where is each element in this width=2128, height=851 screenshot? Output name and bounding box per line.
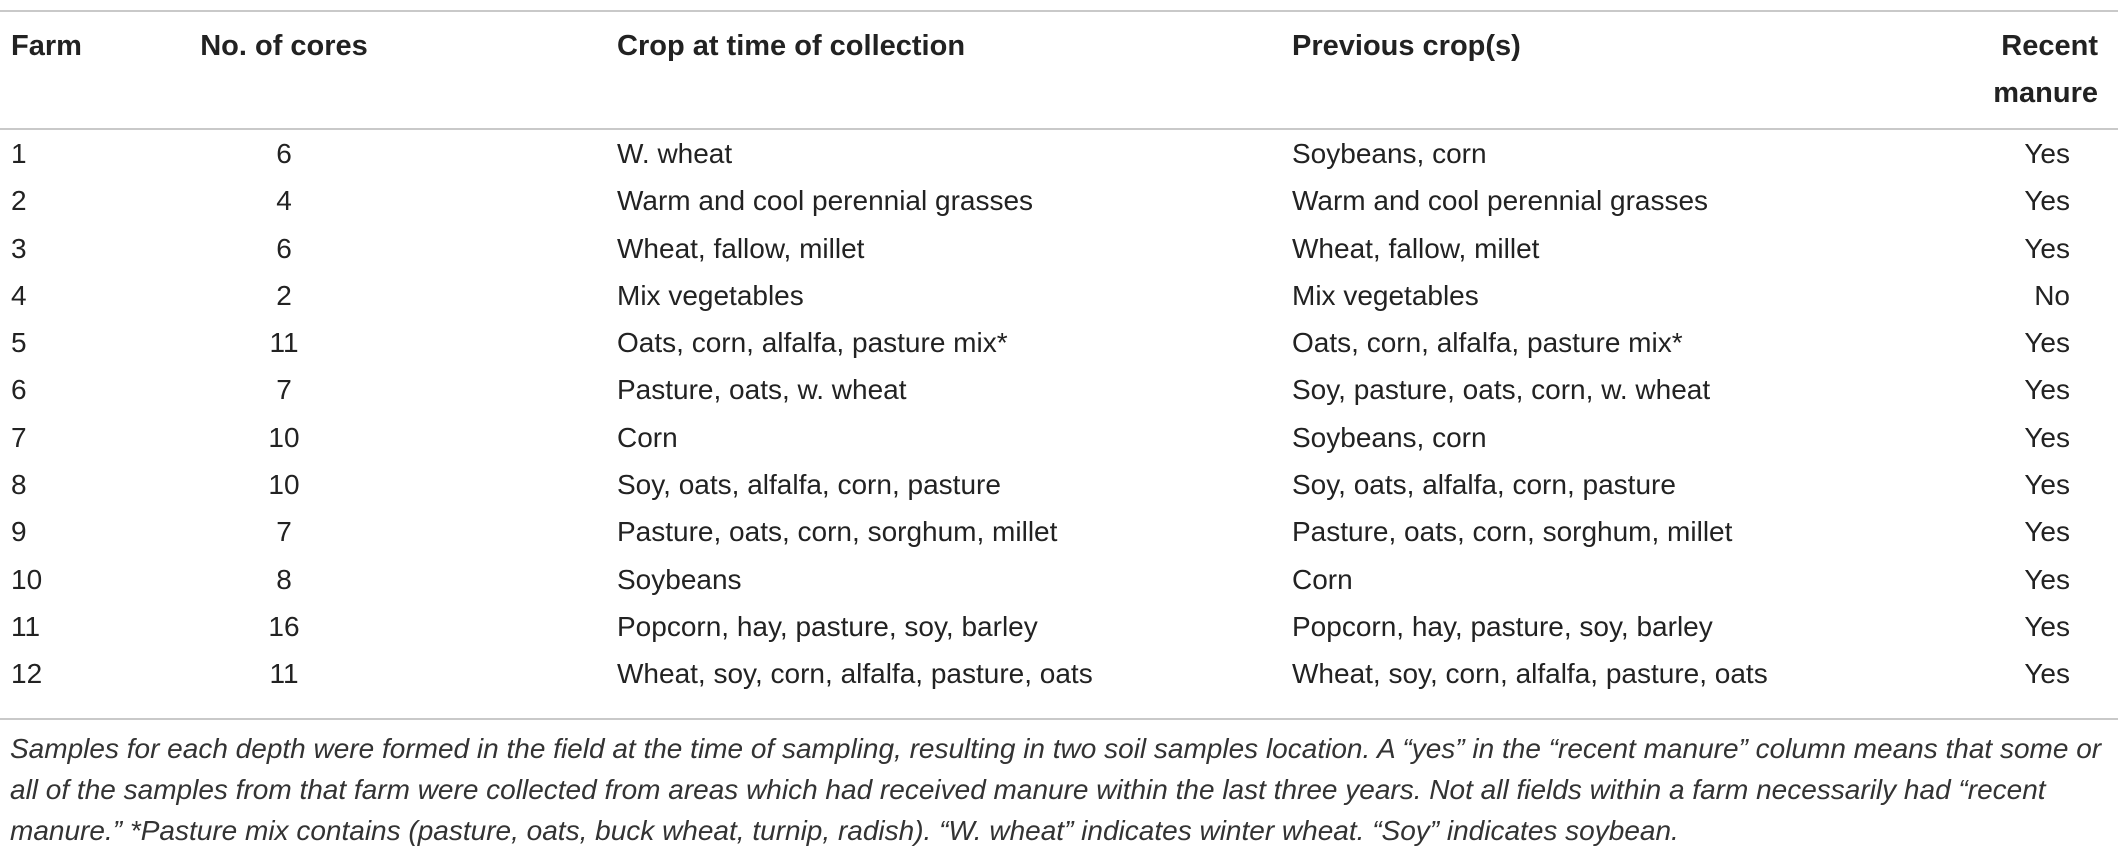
cell-cores: 7	[276, 374, 292, 406]
cell-recent-manure: Yes	[2024, 185, 2070, 217]
farm-table: Farm No. of cores Crop at time of collec…	[0, 0, 2118, 698]
table-row: 7 10 Corn Soybeans, corn Yes	[0, 414, 2118, 461]
cell-previous-crops: Wheat, soy, corn, alfalfa, pasture, oats	[1292, 658, 1768, 690]
cell-crop: Pasture, oats, corn, sorghum, millet	[617, 516, 1058, 548]
table-row: 2 4 Warm and cool perennial grasses Warm an…	[0, 177, 2118, 224]
header-manure-line2: manure	[1993, 77, 2098, 109]
cell-farm: 8	[11, 469, 27, 501]
header-manure-line1: Recent	[2001, 30, 2098, 62]
cell-cores: 6	[276, 232, 292, 264]
table-row: 3 6 Wheat, fallow, millet Wheat, fallow, mi…	[0, 225, 2118, 272]
cell-previous-crops: Soybeans, corn	[1292, 138, 1487, 169]
table-row: 5 11 Oats, corn, alfalfa, pasture mix* Oats…	[0, 319, 2118, 366]
cell-farm: 6	[11, 374, 27, 406]
table-footnote: Samples for each depth were formed in th…	[10, 733, 2102, 846]
cell-crop: Soy, oats, alfalfa, corn, pasture	[617, 469, 1001, 501]
table-body: 1 6 W. wheat Soybeans, corn Yes 2 4 Warm and co…	[0, 130, 2118, 698]
bottom-rule	[0, 718, 2118, 720]
cell-farm: 9	[11, 516, 27, 548]
table-header: Farm No. of cores Crop at time of collec…	[0, 0, 2118, 130]
cell-previous-crops: Popcorn, hay, pasture, soy, barley	[1292, 610, 1713, 642]
cell-farm: 7	[11, 421, 27, 453]
table-row: 11 16 Popcorn, hay, pasture, soy, barley Po…	[0, 603, 2118, 650]
table-row: 12 11 Wheat, soy, corn, alfalfa, pasture, …	[0, 650, 2118, 697]
cell-cores: 10	[268, 469, 300, 501]
cell-recent-manure: Yes	[2024, 232, 2070, 264]
cell-previous-crops: Mix vegetables	[1292, 279, 1479, 311]
cell-farm: 5	[11, 327, 27, 359]
cell-crop: Mix vegetables	[617, 279, 804, 311]
cell-previous-crops: Soy, oats, alfalfa, corn, pasture	[1292, 469, 1676, 501]
cell-cores: 8	[276, 563, 292, 595]
cell-crop: Soybeans	[617, 563, 742, 595]
cell-farm: 12	[11, 658, 43, 690]
cell-crop: Corn	[617, 421, 678, 453]
cell-crop: Popcorn, hay, pasture, soy, barley	[617, 610, 1038, 642]
header-recent-manure: Recent manure	[1850, 0, 2118, 130]
cell-previous-crops: Pasture, oats, corn, sorghum, millet	[1292, 516, 1733, 548]
cell-previous-crops: Warm and cool perennial grasses	[1292, 185, 1709, 217]
table-row: 8 10 Soy, oats, alfalfa, corn, pasture Soy,…	[0, 461, 2118, 508]
cell-farm: 1	[11, 138, 27, 169]
cell-farm: 4	[11, 279, 27, 311]
cell-cores: 6	[276, 138, 292, 169]
cell-recent-manure: Yes	[2024, 138, 2070, 169]
cell-recent-manure: Yes	[2024, 516, 2070, 548]
cell-crop: Wheat, fallow, millet	[617, 232, 865, 264]
cell-cores: 16	[268, 610, 300, 642]
header-farm: Farm	[11, 30, 82, 62]
top-rule	[0, 10, 2118, 12]
table-row: 1 6 W. wheat Soybeans, corn Yes	[0, 130, 2118, 177]
cell-recent-manure: Yes	[2024, 421, 2070, 453]
cell-recent-manure: Yes	[2024, 563, 2070, 595]
cell-crop: Pasture, oats, w. wheat	[617, 374, 907, 406]
header-cores: No. of cores	[200, 30, 368, 62]
cell-crop: W. wheat	[617, 138, 733, 169]
cell-crop: Oats, corn, alfalfa, pasture mix*	[617, 327, 1008, 359]
cell-farm: 10	[11, 563, 43, 595]
cell-recent-manure: Yes	[2024, 610, 2070, 642]
cell-farm: 11	[11, 610, 41, 642]
cell-previous-crops: Corn	[1292, 563, 1353, 595]
cell-recent-manure: Yes	[2024, 327, 2070, 359]
table-row: 6 7 Pasture, oats, w. wheat Soy, pasture, o…	[0, 366, 2118, 413]
cell-cores: 2	[276, 279, 292, 311]
cell-previous-crops: Wheat, fallow, millet	[1292, 232, 1540, 264]
header-crop: Crop at time of collection	[617, 30, 966, 62]
cell-farm: 2	[11, 185, 27, 217]
cell-crop: Wheat, soy, corn, alfalfa, pasture, oats	[617, 658, 1093, 690]
cell-previous-crops: Soy, pasture, oats, corn, w. wheat	[1292, 374, 1711, 406]
table-row: 9 7 Pasture, oats, corn, sorghum, millet Pa…	[0, 508, 2118, 555]
cell-cores: 10	[268, 421, 300, 453]
cell-recent-manure: Yes	[2024, 374, 2070, 406]
cell-previous-crops: Soybeans, corn	[1292, 421, 1487, 453]
cell-cores: 7	[276, 516, 292, 548]
table-row: 10 8 Soybeans Corn Yes	[0, 556, 2118, 603]
cell-cores: 4	[276, 185, 292, 217]
header-previous-crops: Previous crop(s)	[1292, 30, 1521, 62]
cell-farm: 3	[11, 232, 27, 264]
cell-crop: Warm and cool perennial grasses	[617, 185, 1034, 217]
cell-recent-manure: No	[2034, 279, 2070, 311]
cell-cores: 11	[269, 658, 299, 690]
header-rule	[0, 128, 2118, 130]
cell-recent-manure: Yes	[2024, 658, 2070, 690]
cell-cores: 11	[269, 327, 299, 359]
cell-recent-manure: Yes	[2024, 469, 2070, 501]
table-row: 4 2 Mix vegetables Mix vegetables No	[0, 272, 2118, 319]
cell-previous-crops: Oats, corn, alfalfa, pasture mix*	[1292, 327, 1683, 359]
